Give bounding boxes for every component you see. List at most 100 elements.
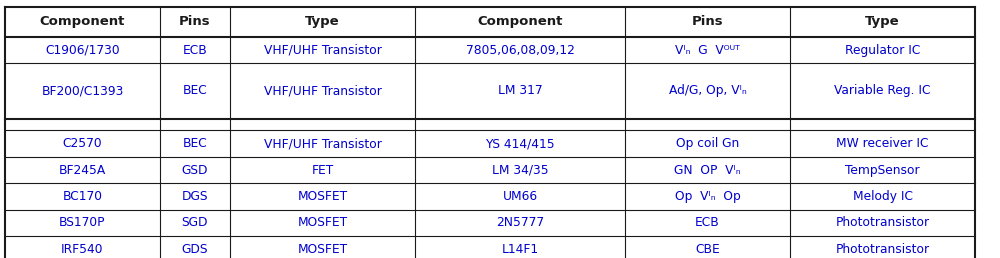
Text: C2570: C2570 (63, 137, 102, 150)
Text: L14F1: L14F1 (501, 243, 539, 256)
Bar (5, 119, 160, 131)
Bar (790, 119, 975, 131)
Bar (160, 209, 230, 236)
Text: BEC: BEC (183, 84, 207, 98)
Text: Regulator IC: Regulator IC (845, 44, 920, 57)
Bar (5, 236, 160, 258)
Text: MOSFET: MOSFET (297, 216, 348, 229)
Bar (625, 157, 790, 183)
Text: Phototransistor: Phototransistor (835, 243, 930, 256)
Bar (230, 7, 415, 37)
Bar (415, 7, 625, 37)
Bar (160, 131, 230, 157)
Text: Component: Component (40, 15, 125, 28)
Bar (5, 37, 160, 63)
Text: VHF/UHF Transistor: VHF/UHF Transistor (264, 44, 381, 57)
Text: GSD: GSD (182, 164, 208, 176)
Text: FET: FET (311, 164, 334, 176)
Bar (160, 7, 230, 37)
Text: 2N5777: 2N5777 (496, 216, 544, 229)
Text: Ad/G, Op, Vᴵₙ: Ad/G, Op, Vᴵₙ (669, 84, 746, 98)
Text: Pins: Pins (179, 15, 211, 28)
Bar (160, 157, 230, 183)
Bar (160, 119, 230, 131)
Bar (230, 63, 415, 119)
Text: BS170P: BS170P (59, 216, 106, 229)
Text: BEC: BEC (183, 137, 207, 150)
Bar (415, 63, 625, 119)
Bar (625, 183, 790, 209)
Bar (415, 131, 625, 157)
Text: BF200/C1393: BF200/C1393 (41, 84, 124, 98)
Bar (415, 37, 625, 63)
Bar (160, 63, 230, 119)
Text: BC170: BC170 (62, 190, 103, 203)
Text: DGS: DGS (182, 190, 208, 203)
Bar (230, 183, 415, 209)
Bar (230, 131, 415, 157)
Bar (625, 119, 790, 131)
Bar (230, 119, 415, 131)
Text: Type: Type (865, 15, 900, 28)
Bar (625, 236, 790, 258)
Bar (415, 209, 625, 236)
Text: BF245A: BF245A (59, 164, 106, 176)
Bar (160, 37, 230, 63)
Bar (790, 131, 975, 157)
Text: MW receiver IC: MW receiver IC (836, 137, 929, 150)
Bar (5, 7, 160, 37)
Text: C1906/1730: C1906/1730 (45, 44, 120, 57)
Text: MOSFET: MOSFET (297, 243, 348, 256)
Text: TempSensor: TempSensor (845, 164, 920, 176)
Text: Op  Vᴵₙ  Op: Op Vᴵₙ Op (675, 190, 740, 203)
Text: GDS: GDS (182, 243, 208, 256)
Bar (230, 157, 415, 183)
Bar (790, 236, 975, 258)
Bar (5, 209, 160, 236)
Bar (790, 157, 975, 183)
Text: MOSFET: MOSFET (297, 190, 348, 203)
Text: VHF/UHF Transistor: VHF/UHF Transistor (264, 137, 381, 150)
Bar (415, 236, 625, 258)
Bar (415, 119, 625, 131)
Bar (625, 37, 790, 63)
Text: Phototransistor: Phototransistor (835, 216, 930, 229)
Text: Vᴵₙ  G  Vᴼᵁᵀ: Vᴵₙ G Vᴼᵁᵀ (675, 44, 740, 57)
Bar (230, 236, 415, 258)
Bar (625, 7, 790, 37)
Text: UM66: UM66 (502, 190, 538, 203)
Bar (230, 37, 415, 63)
Bar (5, 131, 160, 157)
Bar (230, 209, 415, 236)
Bar (790, 7, 975, 37)
Bar (625, 63, 790, 119)
Text: Pins: Pins (692, 15, 723, 28)
Text: YS 414/415: YS 414/415 (485, 137, 555, 150)
Bar (790, 37, 975, 63)
Text: LM 317: LM 317 (498, 84, 542, 98)
Bar (160, 236, 230, 258)
Text: SGD: SGD (182, 216, 208, 229)
Text: Op coil Gn: Op coil Gn (676, 137, 739, 150)
Text: CBE: CBE (695, 243, 720, 256)
Text: 7805,06,08,09,12: 7805,06,08,09,12 (466, 44, 574, 57)
Text: IRF540: IRF540 (61, 243, 104, 256)
Bar (5, 183, 160, 209)
Bar (5, 157, 160, 183)
Text: ECB: ECB (183, 44, 207, 57)
Bar (625, 131, 790, 157)
Bar (160, 183, 230, 209)
Bar (5, 63, 160, 119)
Text: Type: Type (305, 15, 340, 28)
Text: VHF/UHF Transistor: VHF/UHF Transistor (264, 84, 381, 98)
Text: LM 34/35: LM 34/35 (492, 164, 548, 176)
Bar (625, 209, 790, 236)
Text: GN  OP  Vᴵₙ: GN OP Vᴵₙ (674, 164, 741, 176)
Bar (790, 63, 975, 119)
Text: Component: Component (477, 15, 563, 28)
Text: Melody IC: Melody IC (853, 190, 913, 203)
Bar (790, 209, 975, 236)
Text: Variable Reg. IC: Variable Reg. IC (834, 84, 931, 98)
Text: ECB: ECB (695, 216, 720, 229)
Bar (415, 157, 625, 183)
